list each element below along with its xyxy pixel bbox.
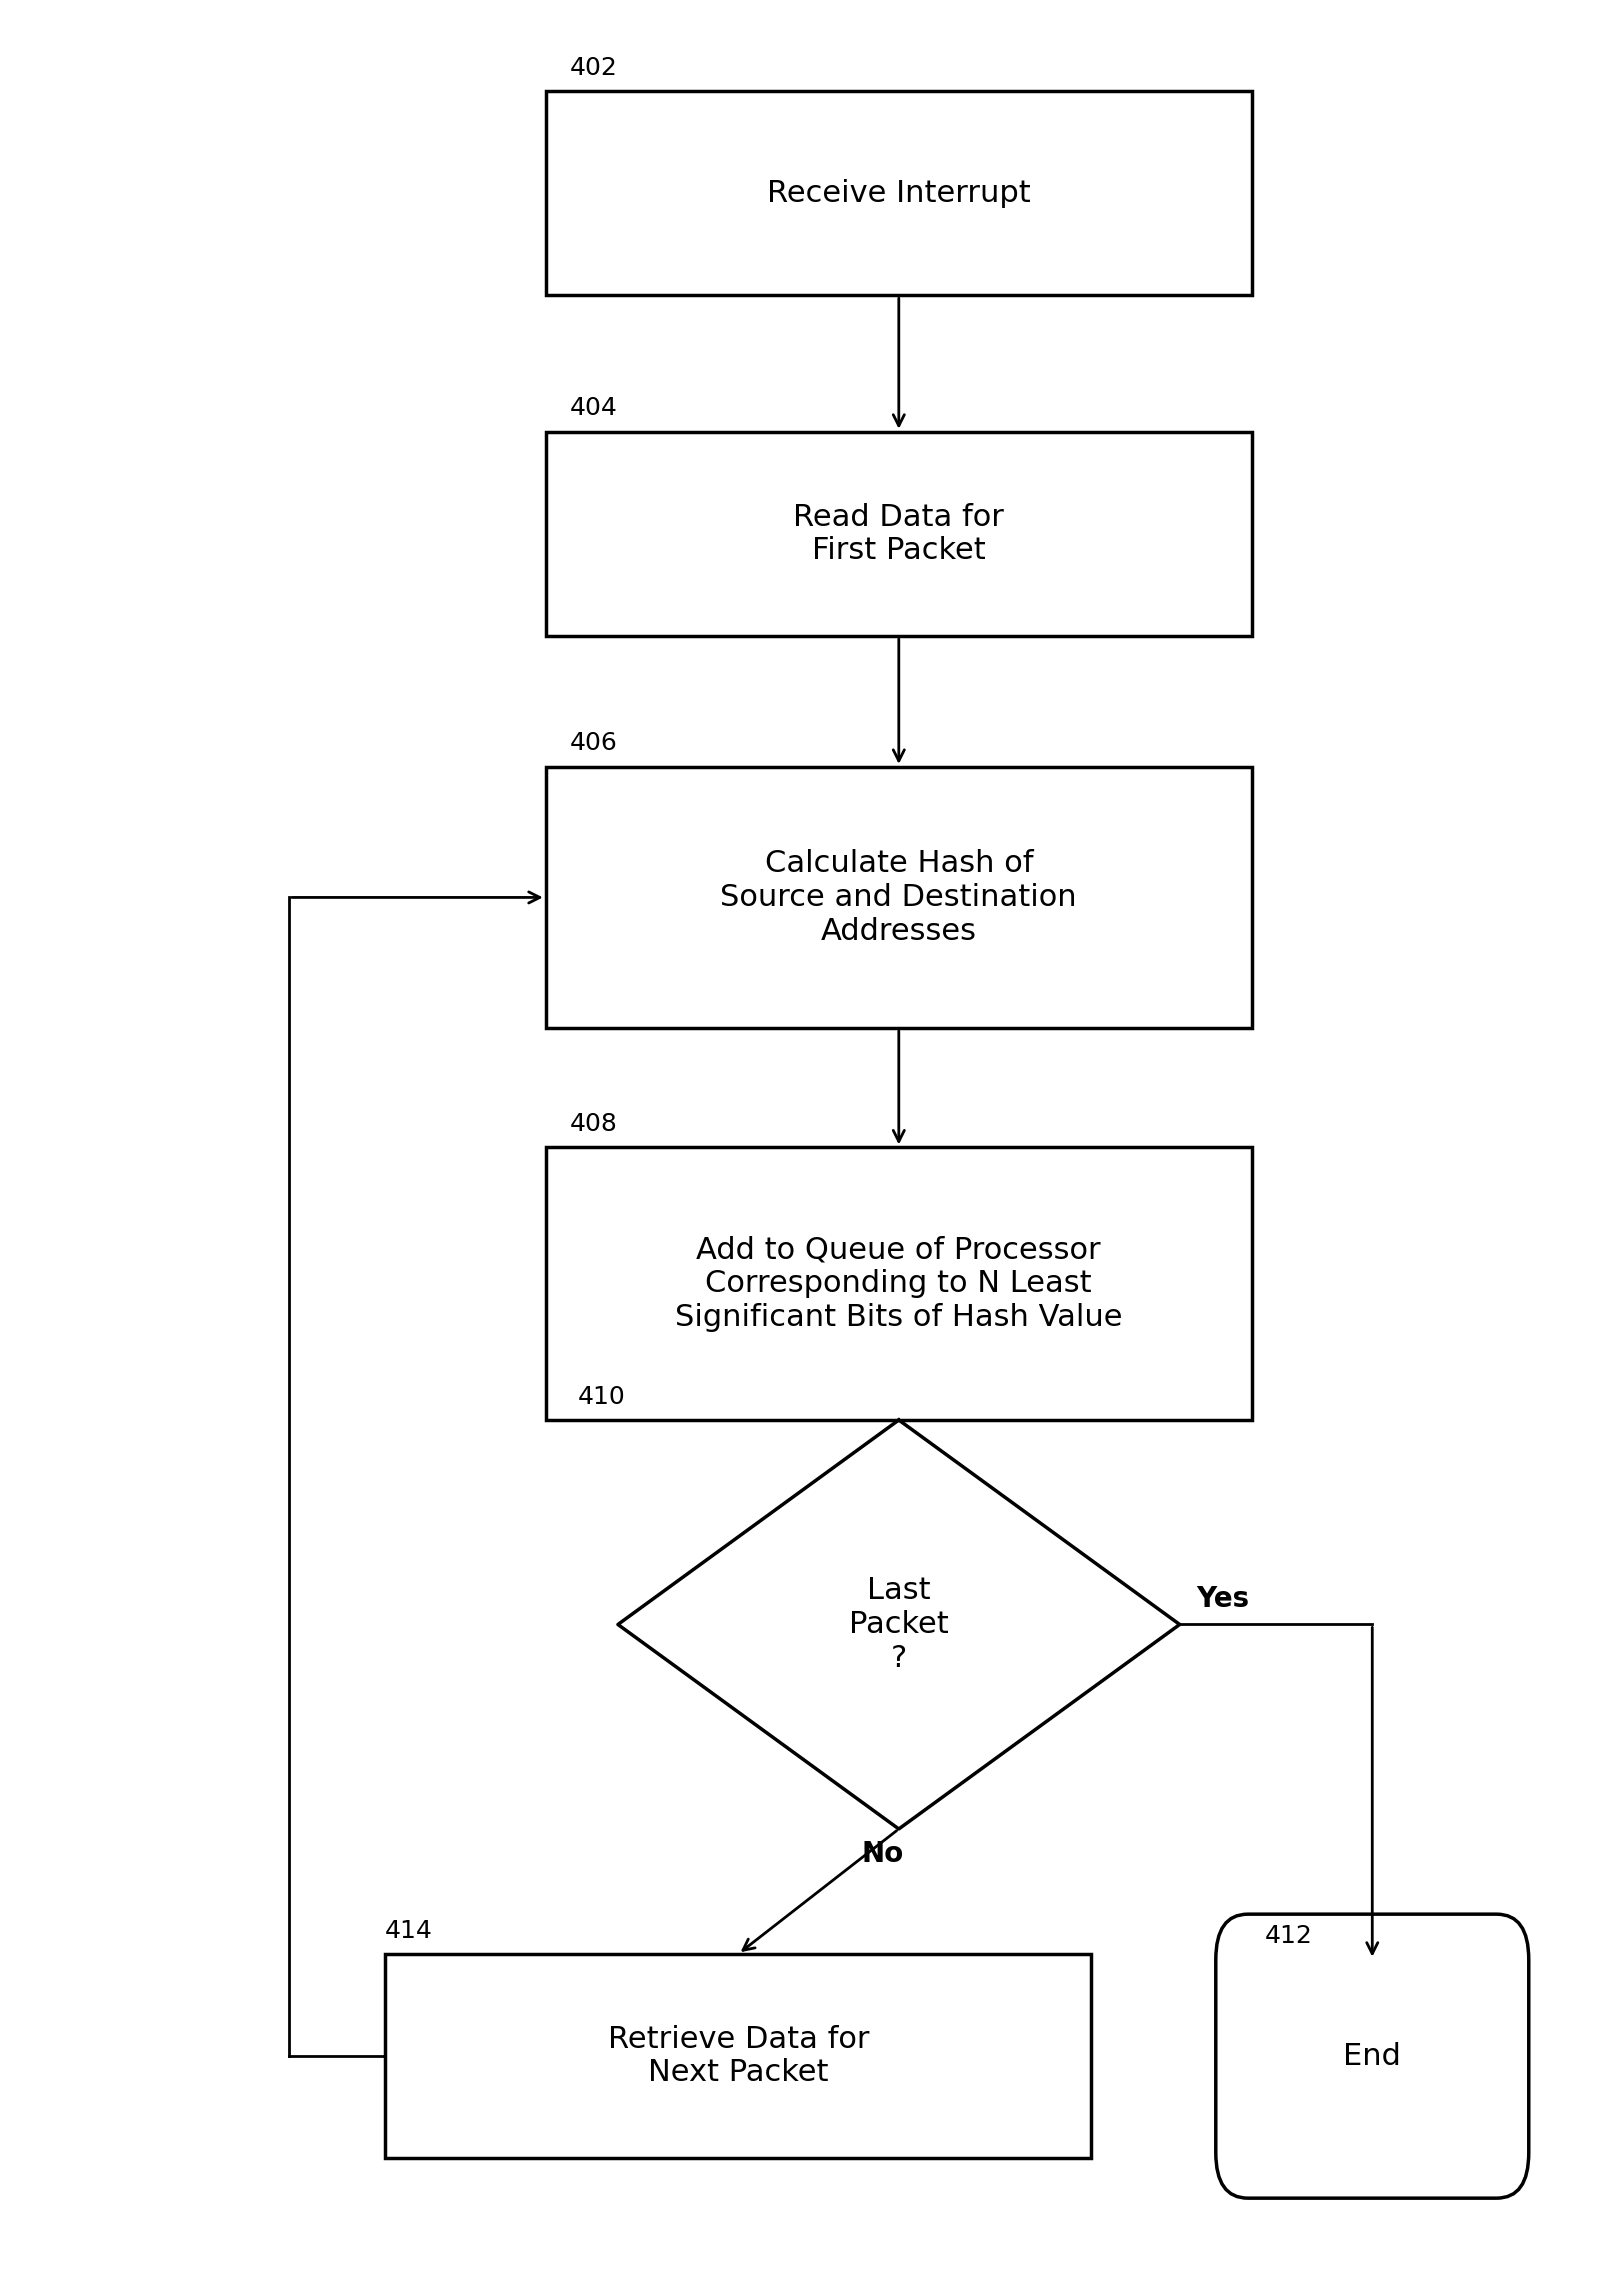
Text: 414: 414 — [385, 1918, 433, 1943]
Text: 410: 410 — [578, 1384, 626, 1409]
Text: Read Data for
First Packet: Read Data for First Packet — [793, 502, 1005, 566]
Polygon shape — [618, 1420, 1180, 1829]
FancyBboxPatch shape — [546, 432, 1252, 636]
FancyBboxPatch shape — [546, 768, 1252, 1029]
Text: Yes: Yes — [1196, 1586, 1249, 1613]
Text: 412: 412 — [1265, 1924, 1313, 1949]
Text: Last
Packet
?: Last Packet ? — [849, 1577, 949, 1672]
FancyBboxPatch shape — [546, 91, 1252, 295]
FancyBboxPatch shape — [385, 1954, 1091, 2158]
Text: 406: 406 — [570, 732, 618, 757]
Text: 402: 402 — [570, 55, 618, 80]
Text: No: No — [862, 1840, 904, 1868]
Text: Receive Interrupt: Receive Interrupt — [767, 179, 1030, 207]
Text: End: End — [1343, 2043, 1401, 2070]
FancyBboxPatch shape — [1217, 1913, 1528, 2199]
FancyBboxPatch shape — [546, 1147, 1252, 1420]
Text: Add to Queue of Processor
Corresponding to N Least
Significant Bits of Hash Valu: Add to Queue of Processor Corresponding … — [676, 1236, 1122, 1331]
Text: 404: 404 — [570, 395, 618, 420]
Text: 408: 408 — [570, 1111, 618, 1136]
Text: Calculate Hash of
Source and Destination
Addresses: Calculate Hash of Source and Destination… — [721, 850, 1077, 945]
Text: Retrieve Data for
Next Packet: Retrieve Data for Next Packet — [608, 2024, 868, 2088]
